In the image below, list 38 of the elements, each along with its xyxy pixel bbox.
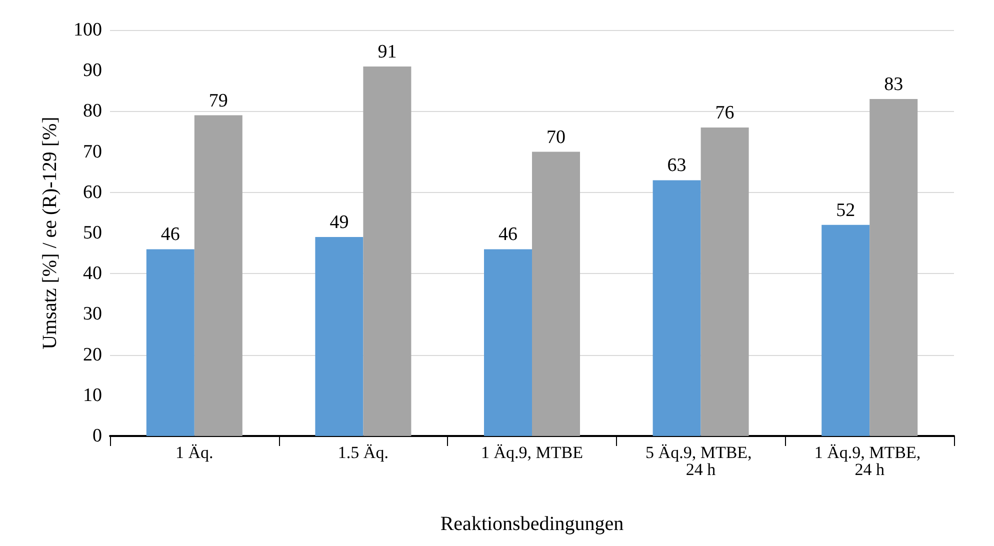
y-tick-label: 20	[83, 344, 102, 366]
data-label: 49	[330, 212, 349, 234]
data-label: 76	[715, 102, 734, 124]
y-tick-label: 90	[83, 60, 102, 82]
x-tick-label: 5 Äq.9, MTBE, 24 h	[646, 443, 756, 479]
bar	[532, 152, 580, 436]
y-tick-label: 10	[83, 384, 102, 406]
data-label: 91	[378, 42, 397, 63]
bar	[315, 237, 364, 436]
y-tick-label: 60	[83, 182, 102, 203]
y-tick-label: 50	[83, 222, 102, 244]
x-tick-label: 1.5 Äq.	[338, 443, 388, 462]
y-tick-label: 0	[92, 426, 102, 446]
y-tick-label: 100	[74, 20, 102, 40]
y-tick-label: 30	[83, 304, 102, 325]
data-label: 70	[546, 126, 566, 148]
data-label: 79	[208, 90, 228, 112]
data-label: 63	[667, 155, 686, 176]
x-tick-label: 1 Äq.9, MTBE, 24 h	[814, 443, 925, 479]
y-tick-label: 80	[83, 100, 102, 122]
y-tick-label: 40	[83, 263, 102, 284]
x-axis-title: Reaktionsbedingungen	[440, 513, 624, 535]
y-tick-label: 70	[83, 141, 102, 162]
y-axis-title: Umsatz [%] / ee (R)-129 [%]	[39, 116, 61, 350]
bar	[652, 180, 701, 436]
data-label: 46	[498, 224, 518, 246]
bar	[700, 127, 749, 436]
data-label: 52	[836, 200, 856, 221]
bar	[363, 66, 412, 436]
data-label: 83	[884, 74, 904, 96]
bar	[870, 99, 918, 436]
bar	[146, 249, 194, 436]
x-tick-label: 1 Äq.9, MTBE	[481, 443, 583, 462]
data-label: 46	[160, 224, 180, 246]
bar	[822, 224, 870, 436]
x-tick-label: 1 Äq.	[176, 443, 214, 462]
bar	[484, 249, 532, 436]
bar	[194, 115, 242, 436]
